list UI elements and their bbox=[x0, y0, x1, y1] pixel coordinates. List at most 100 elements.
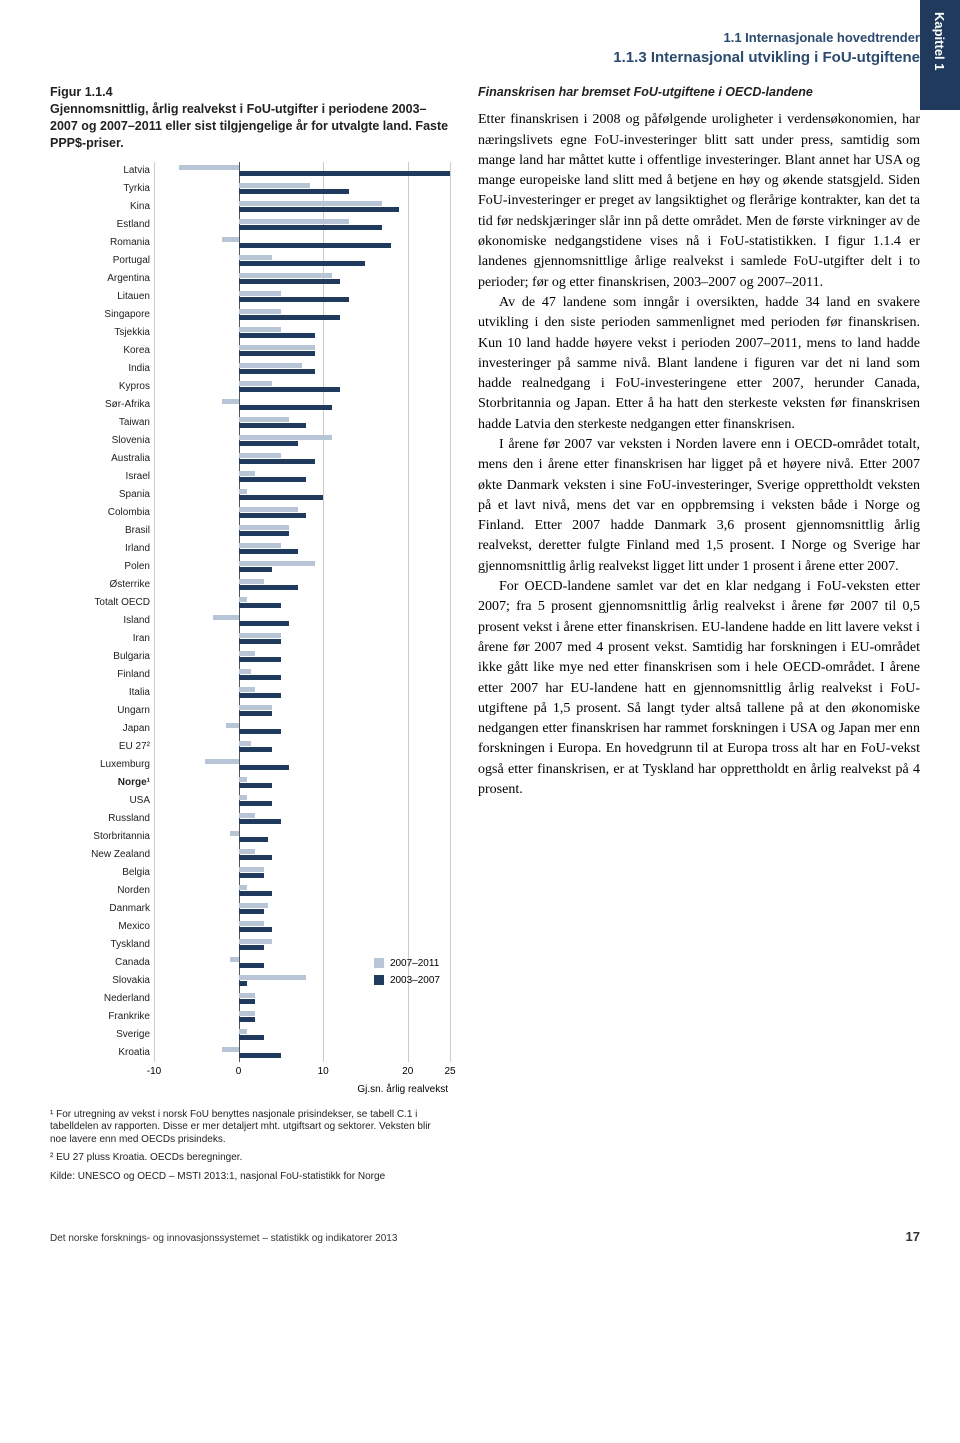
category-label: Island bbox=[50, 615, 154, 626]
x-tick: 10 bbox=[318, 1066, 329, 1077]
bar-s1 bbox=[239, 669, 252, 674]
category-label: Luxemburg bbox=[50, 759, 154, 770]
category-label: Kypros bbox=[50, 381, 154, 392]
chart-row: Nederland bbox=[50, 990, 450, 1008]
chart-row: Latvia bbox=[50, 162, 450, 180]
chart-row: Finland bbox=[50, 666, 450, 684]
bar-s2 bbox=[239, 225, 383, 230]
bar-s2 bbox=[239, 891, 273, 896]
category-label: Israel bbox=[50, 471, 154, 482]
bar-s1 bbox=[239, 489, 247, 494]
body-text: Etter finanskrisen i 2008 og påfølgende … bbox=[478, 110, 920, 800]
chart-row: Tyskland bbox=[50, 936, 450, 954]
category-label: USA bbox=[50, 795, 154, 806]
bar-s2 bbox=[239, 171, 450, 176]
chart-row: Totalt OECD bbox=[50, 594, 450, 612]
bar-s2 bbox=[239, 243, 391, 248]
category-label: Østerrike bbox=[50, 579, 154, 590]
bar-s1 bbox=[239, 219, 349, 224]
figure-footnotes: ¹ For utregning av vekst i norsk FoU ben… bbox=[50, 1109, 450, 1184]
bar-s1 bbox=[239, 453, 281, 458]
chart-row: Norge¹ bbox=[50, 774, 450, 792]
chart-row: Tyrkia bbox=[50, 180, 450, 198]
bar-s1 bbox=[239, 345, 315, 350]
bar-s1 bbox=[239, 561, 315, 566]
bar-s2 bbox=[239, 783, 273, 788]
category-label: Sør-Afrika bbox=[50, 399, 154, 410]
chart-row: Singapore bbox=[50, 306, 450, 324]
chart-row: Mexico bbox=[50, 918, 450, 936]
category-label: Iran bbox=[50, 633, 154, 644]
bar-s1 bbox=[239, 849, 256, 854]
legend-swatch bbox=[374, 958, 384, 968]
footnote: Kilde: UNESCO og OECD – MSTI 2013:1, nas… bbox=[50, 1171, 450, 1184]
bar-s1 bbox=[239, 741, 252, 746]
bar-s2 bbox=[239, 531, 290, 536]
category-label: Singapore bbox=[50, 309, 154, 320]
bar-s2 bbox=[239, 747, 273, 752]
bar-s1 bbox=[239, 795, 247, 800]
category-label: Sverige bbox=[50, 1029, 154, 1040]
category-label: India bbox=[50, 363, 154, 374]
bar-s1 bbox=[239, 417, 290, 422]
bar-s1 bbox=[239, 525, 290, 530]
bar-s2 bbox=[239, 657, 281, 662]
bar-s2 bbox=[239, 279, 340, 284]
bar-s1 bbox=[239, 1011, 256, 1016]
bar-s1 bbox=[239, 813, 256, 818]
bar-s2 bbox=[239, 567, 273, 572]
figure-title: Figur 1.1.4 Gjennomsnittlig, årlig realv… bbox=[50, 84, 450, 152]
bar-s2 bbox=[239, 189, 349, 194]
chart-row: Portugal bbox=[50, 252, 450, 270]
bar-s1 bbox=[239, 201, 383, 206]
chart-row: Kypros bbox=[50, 378, 450, 396]
chart-row: Polen bbox=[50, 558, 450, 576]
bar-s2 bbox=[239, 513, 307, 518]
category-label: Nederland bbox=[50, 993, 154, 1004]
bar-s1 bbox=[213, 615, 238, 620]
category-label: Romania bbox=[50, 237, 154, 248]
chart-row: Danmark bbox=[50, 900, 450, 918]
chart-row: Sør-Afrika bbox=[50, 396, 450, 414]
chart-row: Australia bbox=[50, 450, 450, 468]
bar-s1 bbox=[239, 273, 332, 278]
chart-row: Norden bbox=[50, 882, 450, 900]
category-label: Russland bbox=[50, 813, 154, 824]
paragraph: I årene før 2007 var veksten i Norden la… bbox=[478, 435, 920, 577]
bar-s2 bbox=[239, 405, 332, 410]
category-label: Danmark bbox=[50, 903, 154, 914]
category-label: Tsjekkia bbox=[50, 327, 154, 338]
category-label: Litauen bbox=[50, 291, 154, 302]
bar-s1 bbox=[226, 723, 239, 728]
bar-s2 bbox=[239, 963, 264, 968]
bar-s2 bbox=[239, 855, 273, 860]
bar-s2 bbox=[239, 369, 315, 374]
footnote: ² EU 27 pluss Kroatia. OECDs beregninger… bbox=[50, 1152, 450, 1165]
bar-s1 bbox=[239, 327, 281, 332]
bar-s2 bbox=[239, 729, 281, 734]
chart-row: Argentina bbox=[50, 270, 450, 288]
bar-s1 bbox=[230, 957, 238, 962]
chart-row: Belgia bbox=[50, 864, 450, 882]
bar-s1 bbox=[239, 633, 281, 638]
bar-s1 bbox=[239, 975, 307, 980]
chart-row: Korea bbox=[50, 342, 450, 360]
x-tick: 20 bbox=[402, 1066, 413, 1077]
chart-row: Japan bbox=[50, 720, 450, 738]
chart-row: Island bbox=[50, 612, 450, 630]
category-label: Norden bbox=[50, 885, 154, 896]
bar-s2 bbox=[239, 999, 256, 1004]
bar-s2 bbox=[239, 711, 273, 716]
bar-s1 bbox=[239, 507, 298, 512]
category-label: Kroatia bbox=[50, 1047, 154, 1058]
chart-row: Israel bbox=[50, 468, 450, 486]
category-label: Slovakia bbox=[50, 975, 154, 986]
bar-s1 bbox=[239, 921, 264, 926]
category-label: New Zealand bbox=[50, 849, 154, 860]
bar-s2 bbox=[239, 333, 315, 338]
category-label: Polen bbox=[50, 561, 154, 572]
bar-s1 bbox=[239, 543, 281, 548]
chart-row: Colombia bbox=[50, 504, 450, 522]
footer-text: Det norske forsknings- og innovasjonssys… bbox=[50, 1233, 397, 1244]
bar-s1 bbox=[239, 597, 247, 602]
